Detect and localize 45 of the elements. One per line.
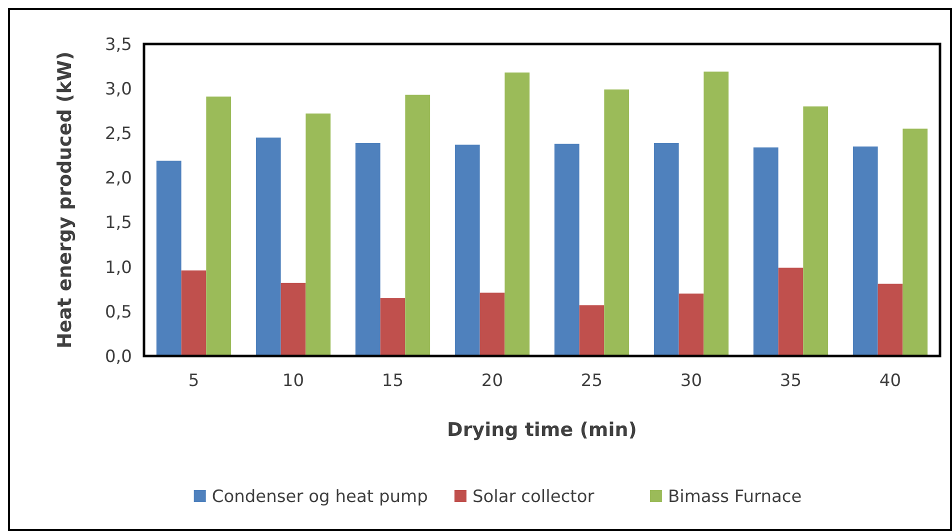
bar <box>778 268 804 356</box>
bar <box>579 305 604 356</box>
y-tick-label: 0,5 <box>104 302 132 322</box>
y-axis-title: Heat energy produced (kW) <box>54 51 76 349</box>
legend-label: Condenser og heat pump <box>212 486 428 507</box>
bar <box>803 106 828 356</box>
x-tick-label: 10 <box>282 371 304 391</box>
bar <box>355 142 380 356</box>
x-tick-label: 30 <box>680 371 702 391</box>
x-tick-label: 25 <box>580 371 603 391</box>
y-tick-label: 1,5 <box>104 213 132 234</box>
x-tick-label: 20 <box>481 371 504 391</box>
y-tick-label: 2,0 <box>104 168 132 189</box>
bar <box>678 294 704 356</box>
bar <box>454 144 480 356</box>
bar <box>280 282 306 356</box>
x-tick-label: 35 <box>780 371 802 391</box>
bar <box>256 138 281 356</box>
bar <box>554 144 580 356</box>
x-axis-title: Drying time (min) <box>447 419 637 441</box>
bar <box>902 128 928 356</box>
bar <box>405 94 430 356</box>
y-tick-label: 0,0 <box>104 346 132 367</box>
bar <box>480 292 505 356</box>
bar <box>654 142 679 356</box>
bar <box>878 284 903 356</box>
legend-label: Solar collector <box>472 486 594 507</box>
bar <box>206 96 232 356</box>
x-tick-label: 15 <box>382 371 404 391</box>
y-tick-label: 1,0 <box>104 258 132 278</box>
bar <box>306 114 331 356</box>
bar <box>504 72 530 356</box>
legend-label: Bimass Furnace <box>668 486 802 507</box>
bar <box>156 160 182 356</box>
bar <box>604 89 630 356</box>
x-tick-label: 5 <box>188 371 200 391</box>
bar <box>181 270 206 356</box>
bar <box>380 298 406 356</box>
bar <box>852 146 878 356</box>
bar <box>704 72 729 356</box>
bar <box>753 147 778 356</box>
y-tick-label: 3,5 <box>104 34 132 55</box>
x-tick-label: 40 <box>879 371 902 391</box>
y-tick-label: 3,0 <box>104 80 132 100</box>
y-tick-label: 2,5 <box>104 124 132 144</box>
